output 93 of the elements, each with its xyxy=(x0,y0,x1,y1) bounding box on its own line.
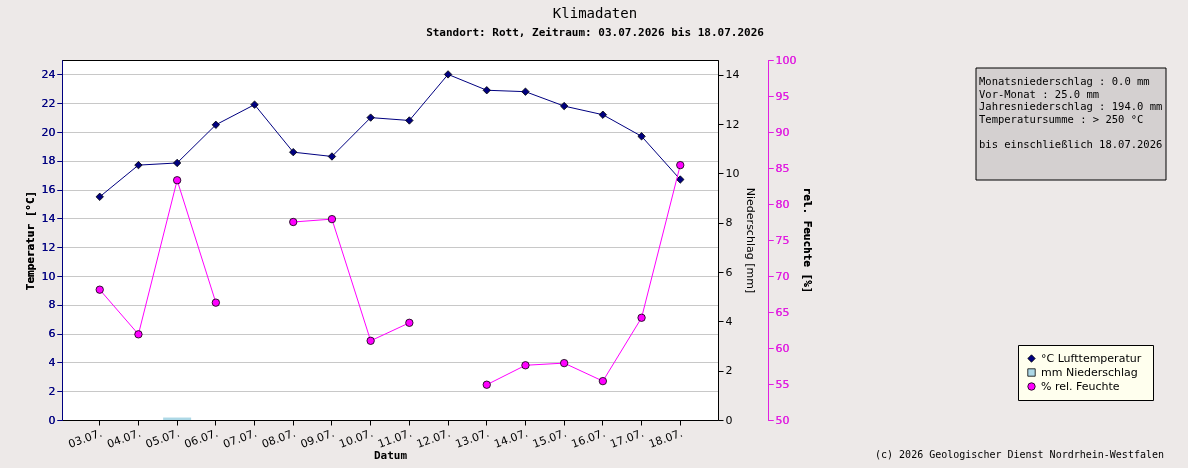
y-tick-label: 4 xyxy=(48,355,56,369)
point xyxy=(95,285,104,294)
chart-subtitle: Standort: Rott, Zeitraum: 03.07.2026 bis 18.07.2026 xyxy=(426,26,765,39)
y3-tick-label: 85 xyxy=(775,161,790,175)
y2-tick-label: 4 xyxy=(725,314,733,328)
point xyxy=(134,161,143,170)
point xyxy=(327,215,337,224)
point xyxy=(482,380,491,389)
text: Jahresniederschlag : 194.0 mm xyxy=(979,100,1163,112)
y3-tick-label: 75 xyxy=(775,233,790,247)
x-axis-title: Datum xyxy=(373,448,408,462)
y-tick-label: 16 xyxy=(41,183,56,197)
point xyxy=(560,359,569,368)
y-tick-label: 22 xyxy=(41,96,56,110)
text: (c) 2026 Geologischer Dienst Nordrhein-Westfalen xyxy=(875,449,1164,460)
text: Monatsniederschlag : 0.0 mm xyxy=(979,75,1150,87)
x-tick-label: 04.07. xyxy=(105,426,143,451)
legend-label: °C Lufttemperatur xyxy=(1041,351,1142,365)
point xyxy=(521,87,530,96)
point xyxy=(289,217,298,227)
y3-axis-title: rel. Feuchte [%] xyxy=(801,187,815,294)
point xyxy=(250,100,259,109)
point xyxy=(95,192,104,201)
y3-tick-label: 70 xyxy=(775,269,790,283)
x-tick-label: 17.07. xyxy=(608,426,646,451)
point xyxy=(521,361,530,370)
x-tick-label: 10.07. xyxy=(337,426,375,451)
y-tick-label: 0 xyxy=(48,413,56,427)
x-tick-label: 05.07. xyxy=(143,426,182,451)
point xyxy=(482,86,491,95)
y-tick-label: 18 xyxy=(41,154,56,168)
point xyxy=(211,120,220,129)
point xyxy=(560,101,569,111)
y-tick-label: 2 xyxy=(48,384,56,398)
x-tick-label: 11.07. xyxy=(376,426,414,451)
x-tick-label: 06.07. xyxy=(182,426,220,451)
y3-tick-label: 55 xyxy=(775,377,790,391)
y2-tick-label: 14 xyxy=(725,68,740,82)
y2-tick-label: 10 xyxy=(725,166,740,180)
point xyxy=(637,132,646,141)
y-axis-title: Temperatur [°C] xyxy=(23,190,37,291)
point xyxy=(134,330,143,339)
x-tick-label: 18.07. xyxy=(647,426,685,451)
y-tick-label: 8 xyxy=(48,298,56,312)
point xyxy=(405,116,414,125)
y3-tick-label: 95 xyxy=(775,89,790,103)
y-tick-label: 24 xyxy=(41,67,56,81)
point xyxy=(405,318,414,327)
x-tick-label: 09.07. xyxy=(298,426,337,451)
point xyxy=(676,161,685,170)
point xyxy=(289,148,298,157)
point xyxy=(443,70,453,79)
y3-tick-label: 60 xyxy=(775,341,790,355)
y2-tick-label: 12 xyxy=(725,117,740,131)
y2-tick-label: 0 xyxy=(725,413,733,427)
x-tick-label: 08.07. xyxy=(260,426,298,451)
y-tick-label: 12 xyxy=(41,240,56,254)
point xyxy=(637,313,646,322)
text: Temperatursumme : > 250 °C xyxy=(979,112,1144,125)
y2-tick-label: 8 xyxy=(725,216,733,230)
text: bis einschließlich 18.07.2026 xyxy=(979,137,1163,150)
point xyxy=(173,158,182,168)
point xyxy=(211,298,220,307)
y3-tick-label: 80 xyxy=(775,197,790,211)
y3-tick-label: 100 xyxy=(775,53,797,67)
x-tick-label: 14.07. xyxy=(492,426,530,451)
y3-tick-label: 90 xyxy=(775,125,790,139)
x-tick-label: 16.07. xyxy=(569,426,607,451)
point xyxy=(366,336,375,345)
y-tick-label: 6 xyxy=(48,327,56,341)
y3-tick-label: 65 xyxy=(775,305,790,319)
y-tick-label: 20 xyxy=(41,125,56,139)
chart-title: Klimadaten xyxy=(552,5,638,21)
y2-axis-title: Niederschlag [mm] xyxy=(744,187,758,294)
point xyxy=(327,152,337,161)
point xyxy=(676,175,685,184)
x-tick-label: 03.07. xyxy=(66,426,104,451)
legend-label: mm Niederschlag xyxy=(1041,365,1138,379)
y3-tick-label: 50 xyxy=(775,413,790,427)
text: Vor-Monat : 25.0 mm xyxy=(979,87,1100,100)
x-tick-label: 12.07. xyxy=(414,426,453,451)
point xyxy=(173,176,182,185)
x-tick-label: 07.07. xyxy=(221,426,259,451)
x-tick-label: 15.07. xyxy=(530,426,569,451)
y2-tick-label: 6 xyxy=(725,265,733,279)
point xyxy=(598,377,607,386)
y2-tick-label: 2 xyxy=(725,364,733,378)
legend-label: % rel. Feuchte xyxy=(1041,379,1120,393)
y-tick-label: 10 xyxy=(41,269,56,283)
x-tick-label: 13.07. xyxy=(453,426,491,451)
point xyxy=(598,110,607,119)
point xyxy=(366,113,375,122)
y-tick-label: 14 xyxy=(41,211,56,225)
